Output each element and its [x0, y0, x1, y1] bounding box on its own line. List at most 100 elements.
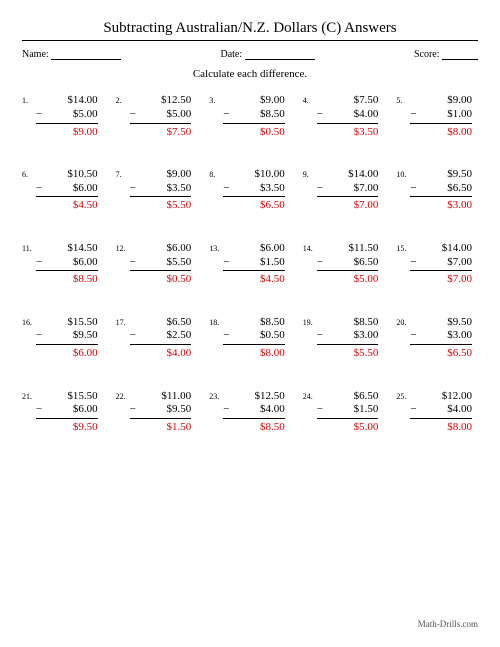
subtrahend: −$1.50: [317, 403, 379, 419]
answer: $1.50: [130, 419, 192, 435]
minuend: $6.50: [317, 390, 379, 404]
subtrahend: −$6.50: [410, 182, 472, 198]
answer: $6.50: [410, 345, 472, 361]
problem: 8.$10.00−$3.50$6.50: [209, 168, 291, 214]
minuend: $8.50: [317, 316, 379, 330]
minus-sign: −: [36, 256, 42, 270]
problem-number: 2.: [116, 94, 130, 105]
problem-stack: $14.00−$7.00$7.00: [410, 242, 478, 288]
subtrahend: −$1.00: [410, 108, 472, 124]
problem-number: 9.: [303, 168, 317, 179]
problem: 22.$11.00−$9.50$1.50: [116, 390, 198, 436]
minuend: $9.50: [410, 316, 472, 330]
minus-sign: −: [130, 108, 136, 122]
problem-number: 11.: [22, 242, 36, 253]
minus-sign: −: [130, 329, 136, 343]
name-blank: [51, 49, 121, 60]
worksheet-page: Subtracting Australian/N.Z. Dollars (C) …: [0, 0, 500, 647]
subtrahend: −$3.50: [130, 182, 192, 198]
problem-number: 18.: [209, 316, 223, 327]
problem-number: 23.: [209, 390, 223, 401]
minus-sign: −: [223, 182, 229, 196]
score-label: Score:: [414, 49, 440, 60]
problem-number: 20.: [396, 316, 410, 327]
answer: $7.00: [410, 271, 472, 287]
subtrahend: −$4.00: [223, 403, 285, 419]
problem: 5.$9.00−$1.00$8.00: [396, 94, 478, 140]
subtrahend: −$5.50: [130, 256, 192, 272]
name-label: Name:: [22, 49, 49, 60]
subtrahend: −$8.50: [223, 108, 285, 124]
minus-sign: −: [317, 403, 323, 417]
problem-number: 5.: [396, 94, 410, 105]
problem: 11.$14.50−$6.00$8.50: [22, 242, 104, 288]
problem-number: 25.: [396, 390, 410, 401]
minus-sign: −: [223, 108, 229, 122]
problem-number: 22.: [116, 390, 130, 401]
answer: $5.50: [317, 345, 379, 361]
problem-stack: $6.50−$2.50$4.00: [130, 316, 198, 362]
title-rule: [22, 40, 478, 41]
problem: 19.$8.50−$3.00$5.50: [303, 316, 385, 362]
problem-number: 3.: [209, 94, 223, 105]
date-label: Date:: [220, 49, 242, 60]
problem-number: 17.: [116, 316, 130, 327]
problem: 21.$15.50−$6.00$9.50: [22, 390, 104, 436]
problem-stack: $9.50−$3.00$6.50: [410, 316, 478, 362]
header-row: Name: Date: Score:: [22, 49, 478, 60]
subtrahend: −$3.00: [410, 329, 472, 345]
answer: $4.50: [36, 197, 98, 213]
problem-number: 19.: [303, 316, 317, 327]
score-field: Score:: [414, 49, 478, 60]
score-blank: [442, 49, 478, 60]
minuend: $12.00: [410, 390, 472, 404]
minus-sign: −: [317, 329, 323, 343]
minus-sign: −: [410, 329, 416, 343]
minuend: $9.50: [410, 168, 472, 182]
problem-stack: $12.50−$4.00$8.50: [223, 390, 291, 436]
problem-number: 1.: [22, 94, 36, 105]
problem-number: 10.: [396, 168, 410, 179]
problem-number: 6.: [22, 168, 36, 179]
problem: 9.$14.00−$7.00$7.00: [303, 168, 385, 214]
problem-number: 16.: [22, 316, 36, 327]
problem-stack: $7.50−$4.00$3.50: [317, 94, 385, 140]
answer: $9.50: [36, 419, 98, 435]
page-title: Subtracting Australian/N.Z. Dollars (C) …: [22, 20, 478, 37]
minus-sign: −: [130, 256, 136, 270]
minus-sign: −: [130, 403, 136, 417]
answer: $5.00: [317, 419, 379, 435]
subtrahend: −$5.00: [130, 108, 192, 124]
minuend: $6.00: [130, 242, 192, 256]
date-blank: [245, 49, 315, 60]
minuend: $11.00: [130, 390, 192, 404]
subtrahend: −$6.50: [317, 256, 379, 272]
problem: 15.$14.00−$7.00$7.00: [396, 242, 478, 288]
problem-stack: $14.50−$6.00$8.50: [36, 242, 104, 288]
subtrahend: −$6.00: [36, 182, 98, 198]
subtrahend: −$9.50: [36, 329, 98, 345]
subtrahend: −$7.00: [410, 256, 472, 272]
problem: 3.$9.00−$8.50$0.50: [209, 94, 291, 140]
minuend: $14.00: [36, 94, 98, 108]
problem: 23.$12.50−$4.00$8.50: [209, 390, 291, 436]
problems-grid: 1.$14.00−$5.00$9.002.$12.50−$5.00$7.503.…: [22, 94, 478, 435]
problem: 2.$12.50−$5.00$7.50: [116, 94, 198, 140]
subtrahend: −$4.00: [317, 108, 379, 124]
problem-stack: $11.00−$9.50$1.50: [130, 390, 198, 436]
problem: 13.$6.00−$1.50$4.50: [209, 242, 291, 288]
minuend: $10.50: [36, 168, 98, 182]
answer: $4.50: [223, 271, 285, 287]
minus-sign: −: [410, 403, 416, 417]
problem-number: 8.: [209, 168, 223, 179]
subtrahend: −$5.00: [36, 108, 98, 124]
answer: $5.00: [317, 271, 379, 287]
minus-sign: −: [317, 182, 323, 196]
problem: 17.$6.50−$2.50$4.00: [116, 316, 198, 362]
problem-stack: $9.00−$1.00$8.00: [410, 94, 478, 140]
minuend: $12.50: [223, 390, 285, 404]
minuend: $10.00: [223, 168, 285, 182]
problem-stack: $9.50−$6.50$3.00: [410, 168, 478, 214]
answer: $8.00: [410, 124, 472, 140]
minus-sign: −: [223, 256, 229, 270]
